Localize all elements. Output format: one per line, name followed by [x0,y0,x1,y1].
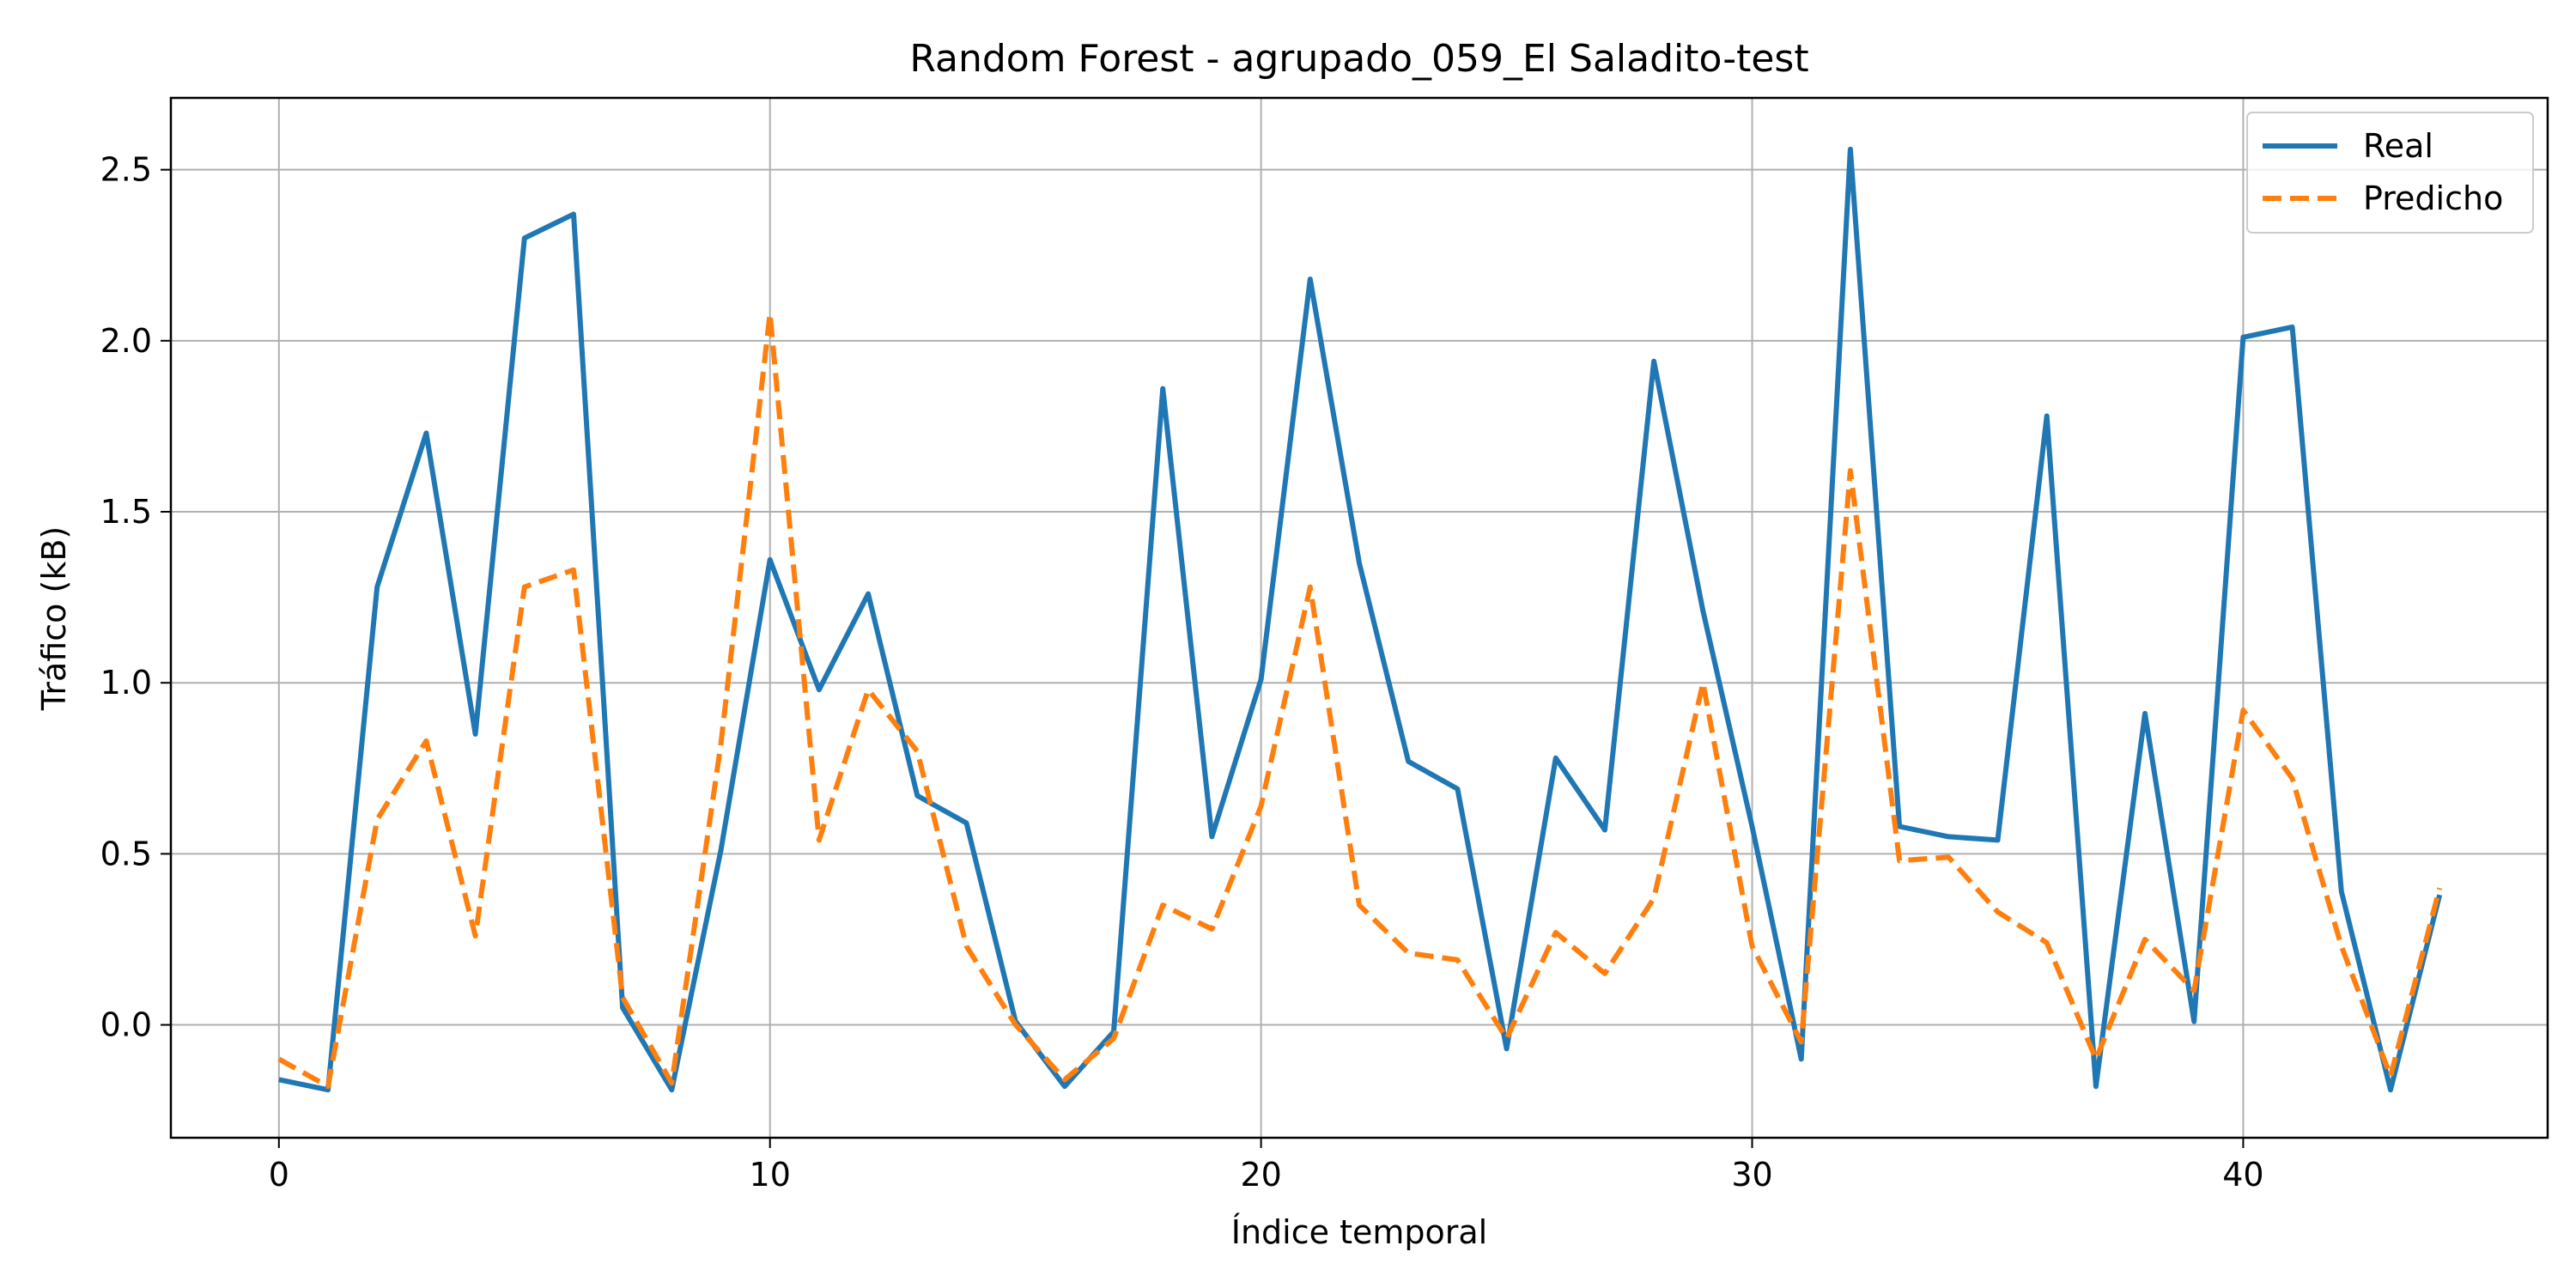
legend: Real Predicho [2246,112,2534,234]
x-tick-label: 30 [1731,1156,1772,1194]
y-tick-label: 2.0 [100,322,152,360]
x-tick-label: 0 [269,1156,289,1194]
y-tick-label: 0.0 [100,1006,152,1044]
x-axis-label: Índice temporal [1231,1213,1487,1251]
legend-box [2246,112,2534,234]
legend-label-real: Real [2363,127,2433,165]
chart-title: Random Forest - agrupado_059_El Saladito… [909,37,1808,81]
plot-frame [169,96,2549,1139]
x-tick-label: 20 [1240,1156,1281,1194]
y-axis-ticks: 0.0 0.5 1.0 1.5 2.0 2.5 [100,151,171,1044]
y-tick-label: 2.5 [100,151,152,189]
series-line-predicho [277,311,2443,1090]
x-tick-label: 40 [2222,1156,2263,1194]
grid-lines [171,98,2548,1138]
x-axis-ticks: 0 10 20 30 40 [269,1138,2264,1194]
y-tick-label: 0.5 [100,835,152,872]
series-lines [277,146,2443,1093]
y-axis-label: Tráfico (kB) [35,526,73,711]
series-line-real [278,146,2443,1093]
y-tick-label: 1.5 [100,493,152,531]
legend-label-predicho: Predicho [2363,179,2503,217]
y-tick-label: 1.0 [100,664,152,702]
x-tick-label: 10 [750,1156,791,1194]
